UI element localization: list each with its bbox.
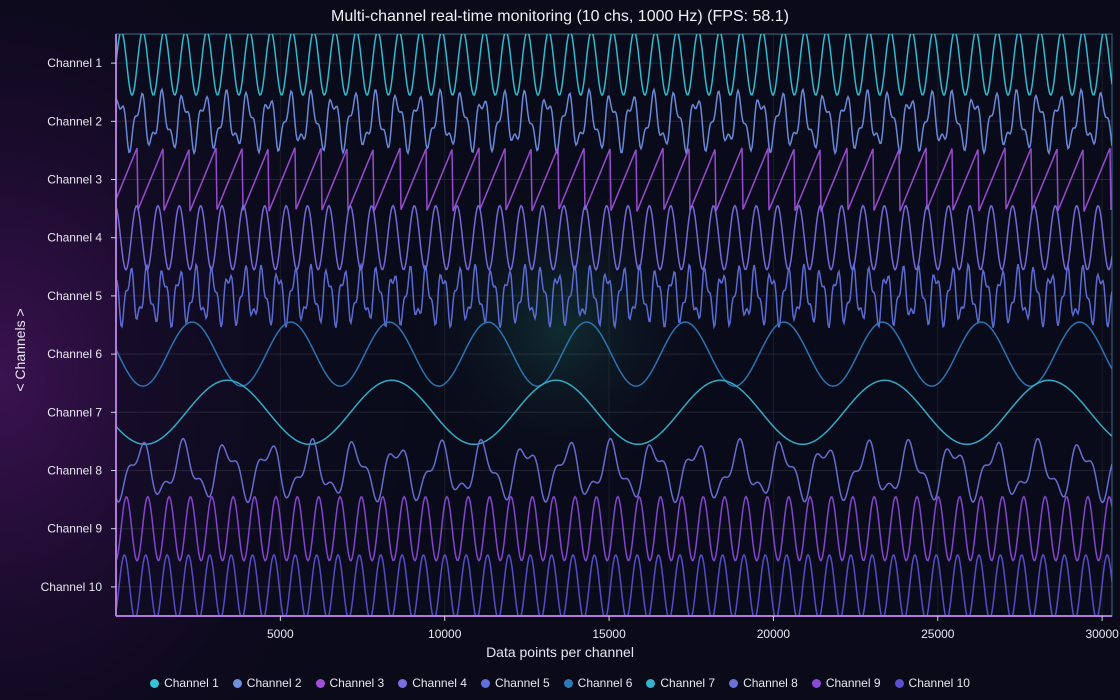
legend-item[interactable]: Channel 1 xyxy=(150,676,219,690)
series-line[interactable] xyxy=(116,495,1112,562)
series-line[interactable] xyxy=(116,553,1112,619)
legend-marker-icon xyxy=(398,678,408,688)
y-tick-label: Channel 6 xyxy=(47,347,102,361)
legend-marker-icon xyxy=(729,678,739,688)
legend-item[interactable]: Channel 4 xyxy=(398,676,467,690)
legend-label: Channel 5 xyxy=(494,676,550,690)
x-tick-label: 30000 xyxy=(1085,627,1119,641)
legend-item[interactable]: Channel 10 xyxy=(894,676,970,690)
x-axis-ticks: 5000 10000 15000 20000 25000 30000 xyxy=(267,616,1119,641)
series-layer xyxy=(116,31,1112,619)
legend-item[interactable]: Channel 3 xyxy=(315,676,385,690)
y-tick-label: Channel 5 xyxy=(47,289,102,303)
chart-title: Multi-channel real-time monitoring (10 c… xyxy=(331,8,789,25)
legend-label: Channel 1 xyxy=(164,676,219,690)
legend-label: Channel 6 xyxy=(577,676,633,690)
legend-marker-icon xyxy=(563,678,573,688)
x-tick-label: 15000 xyxy=(592,627,626,641)
y-tick-label: Channel 4 xyxy=(47,231,102,245)
legend-label: Channel 3 xyxy=(329,676,385,690)
legend-item[interactable]: Channel 5 xyxy=(480,676,550,690)
legend-marker-icon xyxy=(646,678,656,688)
chart-legend: Channel 1 Channel 2 Channel 3 Channel 4 Chan… xyxy=(0,676,1120,690)
legend-label: Channel 7 xyxy=(660,676,716,690)
legend-marker-icon xyxy=(480,678,490,688)
y-axis-label: < Channels > xyxy=(12,308,28,391)
series-line[interactable] xyxy=(116,147,1112,212)
legend-marker-icon xyxy=(232,678,242,688)
y-tick-label: Channel 8 xyxy=(47,464,102,478)
series-line[interactable] xyxy=(116,379,1112,446)
y-tick-label: Channel 1 xyxy=(47,56,102,70)
series-line[interactable] xyxy=(116,204,1112,271)
series-line[interactable] xyxy=(116,321,1112,387)
y-tick-label: Channel 10 xyxy=(41,580,103,594)
legend-label: Channel 4 xyxy=(412,676,467,690)
legend-marker-icon xyxy=(150,678,160,688)
legend-item[interactable]: Channel 2 xyxy=(232,676,302,690)
legend-item[interactable]: Channel 6 xyxy=(563,676,633,690)
y-tick-label: Channel 9 xyxy=(47,522,102,536)
legend-marker-icon xyxy=(811,678,821,688)
series-line[interactable] xyxy=(116,437,1112,504)
y-axis-ticks: Channel 1 Channel 2 Channel 3 Channel 4 Chan… xyxy=(41,56,116,594)
legend-marker-icon xyxy=(315,678,325,688)
y-tick-label: Channel 3 xyxy=(47,173,102,187)
legend-label: Channel 9 xyxy=(825,676,881,690)
x-tick-label: 25000 xyxy=(921,627,955,641)
legend-label: Channel 8 xyxy=(743,676,798,690)
x-tick-label: 20000 xyxy=(757,627,791,641)
x-axis-label: Data points per channel xyxy=(486,644,634,660)
legend-item[interactable]: Channel 8 xyxy=(729,676,798,690)
legend-label: Channel 2 xyxy=(246,676,302,690)
x-tick-label: 5000 xyxy=(267,627,294,641)
series-line[interactable] xyxy=(116,31,1112,97)
legend-marker-icon xyxy=(894,678,904,688)
legend-item[interactable]: Channel 9 xyxy=(811,676,881,690)
y-tick-label: Channel 2 xyxy=(47,114,102,128)
series-line[interactable] xyxy=(116,261,1112,330)
y-tick-label: Channel 7 xyxy=(47,405,102,419)
legend-item[interactable]: Channel 7 xyxy=(646,676,715,690)
legend-label: Channel 10 xyxy=(908,676,970,690)
series-line[interactable] xyxy=(116,87,1112,156)
x-tick-label: 10000 xyxy=(428,627,462,641)
